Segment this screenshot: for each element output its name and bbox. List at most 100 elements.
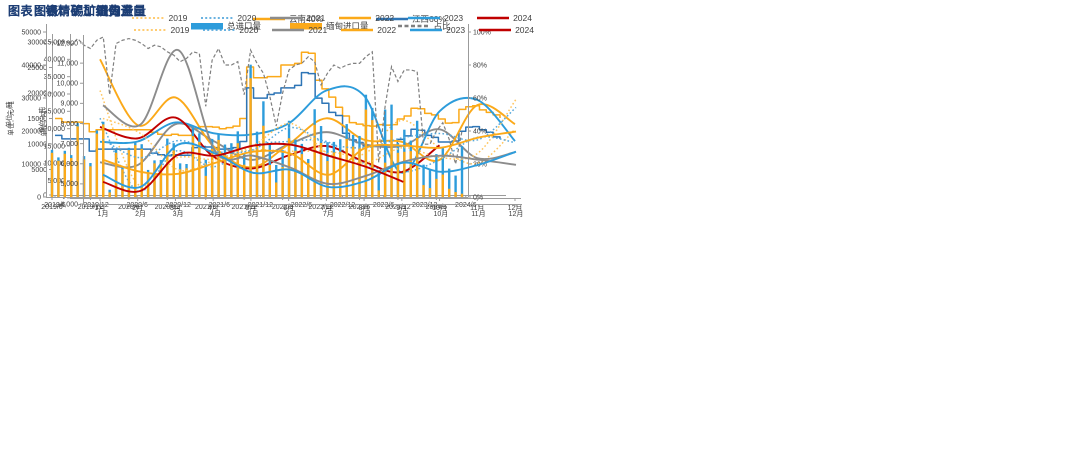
- svg-text:15000: 15000: [28, 116, 48, 123]
- legend-line-icon: [408, 16, 441, 20]
- legend-item: 总进口量: [190, 20, 261, 32]
- chart-title-processing-fee: 图表：锡精矿加工费: [8, 4, 121, 18]
- svg-text:10,000: 10,000: [44, 161, 66, 168]
- legend-item-label: 云南40%: [289, 14, 324, 24]
- svg-text:40000: 40000: [22, 62, 42, 69]
- svg-text:6月: 6月: [285, 210, 296, 218]
- domestic-production-chart: 12,000 11,000 10,000 9,000 8,000 7,000 6,000 5,…: [39, 35, 524, 218]
- legend-item: 2022: [338, 13, 394, 23]
- legend-item-label: 2022: [375, 13, 395, 23]
- svg-text:2024/6: 2024/6: [426, 204, 448, 211]
- svg-text:11月: 11月: [470, 204, 484, 212]
- svg-text:10月: 10月: [434, 210, 449, 218]
- svg-text:10000: 10000: [22, 161, 42, 168]
- chart-title-ore-imports: 图表：锡矿进口量: [34, 4, 135, 18]
- svg-text:12月: 12月: [509, 210, 524, 218]
- legend-line-icon: [477, 16, 510, 20]
- svg-text:20,000: 20,000: [44, 126, 66, 133]
- svg-text:3月: 3月: [170, 204, 181, 212]
- svg-text:-: -: [63, 195, 66, 202]
- svg-text:20000: 20000: [22, 128, 42, 135]
- svg-text:2021/12: 2021/12: [232, 204, 257, 211]
- legend-item: 2024: [478, 25, 534, 35]
- legend-line-icon: [201, 17, 234, 19]
- svg-text:40,000: 40,000: [44, 57, 66, 64]
- svg-text:35,000: 35,000: [44, 74, 66, 81]
- chart-title-myanmar-imports: 图表：锡精矿：缅甸进口: [8, 4, 146, 18]
- svg-text:25,000: 25,000: [44, 109, 66, 116]
- svg-text:单位：吨: 单位：吨: [39, 110, 48, 137]
- svg-text:30,000: 30,000: [44, 91, 66, 98]
- svg-text:单位：元/吨: 单位：元/吨: [6, 101, 15, 136]
- svg-text:10月: 10月: [432, 204, 447, 212]
- svg-text:2019/6: 2019/6: [41, 204, 63, 211]
- legend-line-icon: [132, 17, 165, 19]
- svg-text:7,000: 7,000: [60, 141, 78, 148]
- svg-text:2022/6: 2022/6: [291, 202, 313, 209]
- legend-item-label: 2020: [239, 25, 259, 35]
- svg-text:1月: 1月: [98, 210, 109, 218]
- legend-swatch-icon: [191, 23, 223, 30]
- legend-line-icon: [339, 16, 372, 20]
- panel-domestic-production: 图表：锡矿国内产量 2019 2020 2021 2022 2023 2024 12,00…: [0, 0, 540, 231]
- svg-text:30000: 30000: [22, 95, 42, 102]
- legend-domestic-production: 2019 2020 2021 2022 2023 2024: [133, 25, 534, 35]
- svg-text:5,000: 5,000: [47, 178, 65, 185]
- legend-line-icon: [376, 17, 409, 21]
- legend-ore-imports: 2019 2020 2021 2022 2023 2024: [131, 13, 532, 23]
- svg-text:10,000: 10,000: [57, 81, 79, 88]
- legend-item: 2021: [271, 25, 327, 35]
- svg-text:2022/12: 2022/12: [330, 202, 355, 209]
- legend-line-icon: [272, 28, 305, 32]
- svg-text:9,000: 9,000: [60, 101, 78, 108]
- svg-text:2020/6: 2020/6: [126, 202, 148, 209]
- legend-line-icon: [341, 28, 374, 32]
- svg-text:15,000: 15,000: [44, 143, 66, 150]
- svg-text:11,000: 11,000: [57, 60, 78, 67]
- svg-text:2024/6: 2024/6: [455, 202, 477, 209]
- legend-item-label: 2021: [308, 25, 328, 35]
- svg-text:30000: 30000: [28, 39, 48, 46]
- svg-text:2021/12: 2021/12: [248, 202, 273, 209]
- legend-line-icon: [203, 29, 236, 31]
- svg-text:2021/6: 2021/6: [195, 204, 217, 211]
- svg-text:2019/12: 2019/12: [78, 204, 103, 211]
- svg-text:4,000: 4,000: [60, 201, 78, 208]
- svg-text:7月: 7月: [321, 204, 332, 212]
- svg-text:0%: 0%: [473, 194, 483, 201]
- chart-title-domestic-production: 图表：锡矿国内产量: [34, 4, 147, 18]
- legend-item: 2024: [476, 13, 532, 23]
- svg-text:9月: 9月: [396, 204, 407, 212]
- svg-text:8月: 8月: [359, 204, 370, 212]
- legend-swatch-icon: [290, 23, 323, 30]
- legend-item: 缅甸进口量: [289, 20, 369, 32]
- svg-text:40%: 40%: [473, 128, 487, 135]
- svg-text:4月: 4月: [208, 204, 219, 212]
- legend-item-label: 2019: [168, 13, 188, 23]
- svg-text:2023/6: 2023/6: [373, 202, 395, 209]
- svg-text:1月: 1月: [95, 204, 106, 212]
- svg-text:25000: 25000: [28, 65, 48, 72]
- svg-text:2020/12: 2020/12: [155, 204, 180, 211]
- svg-text:10000: 10000: [28, 141, 48, 148]
- legend-item-label: 2021: [306, 13, 326, 23]
- legend-item: 2022: [340, 25, 396, 35]
- svg-text:3月: 3月: [173, 210, 184, 218]
- svg-text:60%: 60%: [473, 95, 487, 102]
- svg-text:单位：吨: 单位：吨: [37, 107, 46, 134]
- svg-text:单位：吨: 单位：吨: [4, 101, 13, 128]
- svg-text:7月: 7月: [323, 210, 334, 218]
- legend-item-label: 2023: [446, 25, 466, 35]
- svg-text:0: 0: [43, 192, 47, 199]
- legend-item: 2021: [269, 13, 325, 23]
- svg-text:6月: 6月: [283, 204, 294, 212]
- legend-item-label: 缅甸进口量: [326, 21, 369, 31]
- svg-text:6,000: 6,000: [60, 161, 78, 168]
- svg-text:2019/6: 2019/6: [44, 202, 66, 209]
- legend-item-label: 2022: [377, 25, 397, 35]
- legend-item-label: 2020: [237, 13, 257, 23]
- svg-text:11月: 11月: [471, 210, 485, 218]
- legend-item: 2020: [202, 25, 258, 35]
- svg-text:20000: 20000: [28, 90, 48, 97]
